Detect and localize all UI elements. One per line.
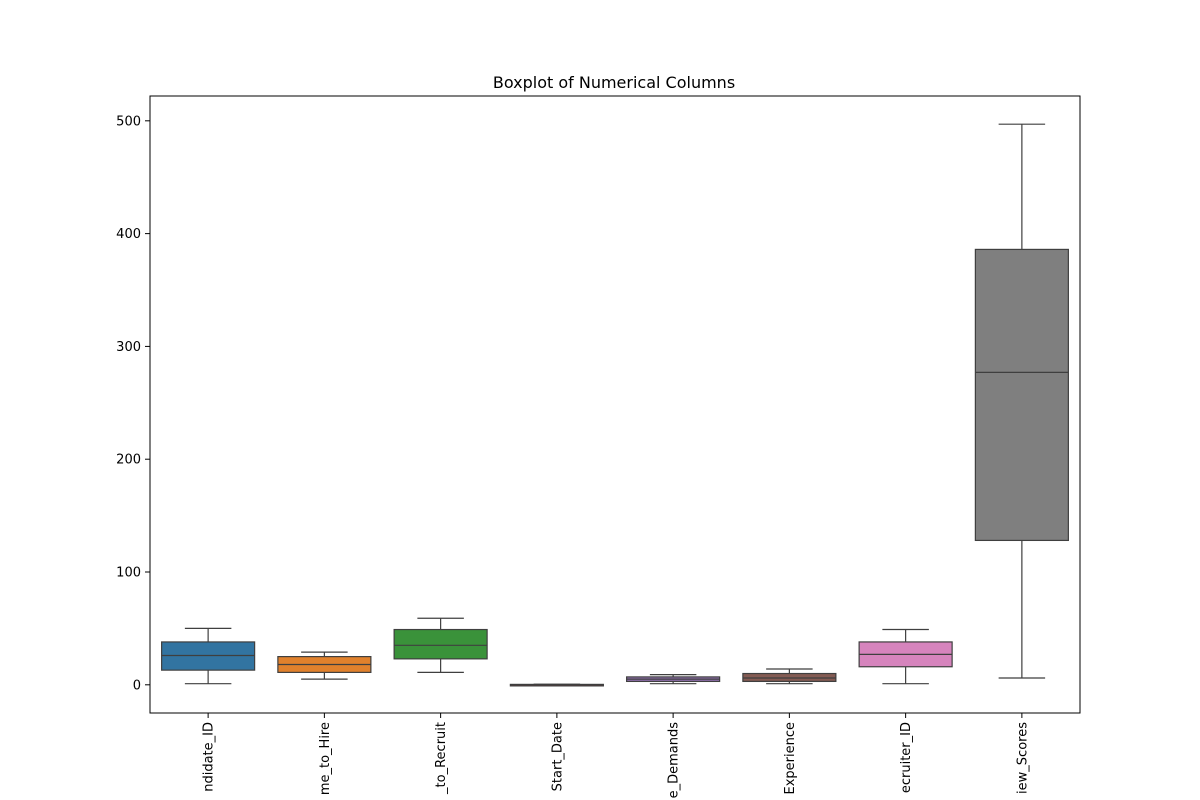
y-tick-label: 500 bbox=[116, 114, 141, 129]
y-tick-label: 400 bbox=[116, 227, 141, 242]
box-3 bbox=[393, 628, 488, 660]
box-8 bbox=[974, 248, 1069, 542]
y-tick-label: 200 bbox=[116, 453, 141, 468]
x-tick-label: e_Demands bbox=[667, 722, 682, 799]
x-tick-label: ecruiter_ID bbox=[899, 722, 914, 793]
x-tick-label: Experience bbox=[783, 722, 798, 795]
y-tick-label: 100 bbox=[116, 566, 141, 581]
x-tick-label: ndidate_ID bbox=[202, 722, 217, 792]
x-tick-label: iew_Scores bbox=[1015, 722, 1030, 794]
y-tick-label: 300 bbox=[116, 340, 141, 355]
y-tick-label: 0 bbox=[133, 678, 141, 693]
axes-frame bbox=[149, 95, 1081, 714]
x-tick-label: me_to_Hire bbox=[318, 722, 333, 795]
x-tick-label: _to_Recruit bbox=[434, 722, 449, 795]
plot-area: 0 100 200 300 400 500 ndidate_ID me_to_Hire _to_… bbox=[116, 114, 1069, 799]
x-tick-label: Start_Date bbox=[550, 722, 565, 791]
chart-title: Boxplot of Numerical Columns bbox=[493, 73, 735, 92]
